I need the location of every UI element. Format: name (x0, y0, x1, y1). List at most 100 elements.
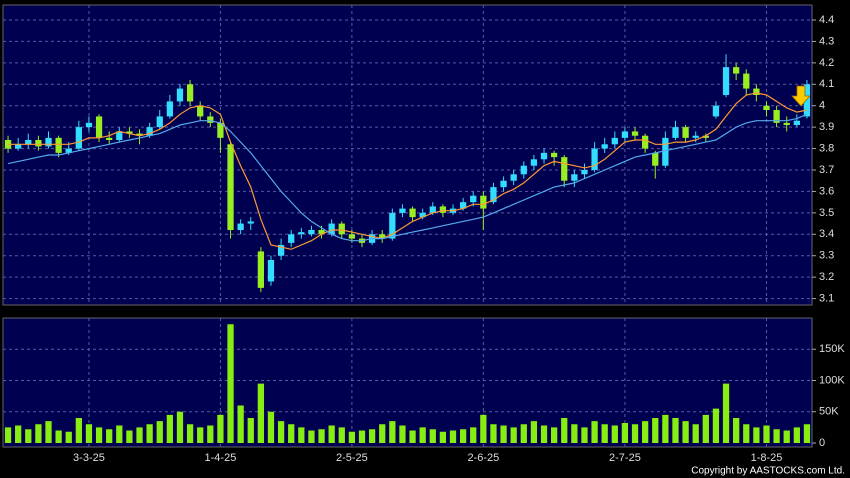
candle-body (35, 140, 42, 147)
candle-body (15, 144, 22, 149)
candle-body (85, 122, 93, 128)
candle-body (500, 180, 507, 188)
volume-bar (662, 414, 669, 443)
volume-bar (722, 383, 730, 443)
y-tick-label: 4.3 (819, 35, 834, 47)
ma-line (7, 113, 808, 242)
candle-body (470, 195, 477, 203)
candle-body (803, 84, 811, 117)
candle-body (95, 116, 103, 138)
volume-bar (581, 427, 588, 443)
ma-line (8, 92, 808, 250)
candle-body (267, 260, 275, 282)
volume-bar (763, 425, 770, 443)
volume-bar (368, 429, 376, 443)
volume-bar (409, 430, 416, 443)
volume-bar (25, 429, 32, 443)
x-tick-label: 1-4-25 (205, 452, 237, 464)
candle-body (581, 170, 588, 175)
candle-body (642, 135, 649, 149)
candle-body (156, 116, 163, 128)
volume-bar (692, 424, 699, 443)
y-tick-label: 0 (819, 437, 825, 449)
candle-body (712, 105, 720, 117)
volume-bar (621, 423, 629, 443)
volume-bar (45, 421, 52, 443)
candle-body (166, 101, 173, 117)
volume-bar (318, 429, 325, 443)
y-tick-label: 3.1 (819, 292, 834, 304)
candle-body (702, 135, 709, 138)
candle-body (45, 137, 52, 147)
volume-bar (227, 324, 234, 443)
candle-body (459, 202, 467, 209)
candle-body (773, 110, 780, 123)
candle-body (217, 122, 224, 138)
volume-bar (308, 430, 315, 443)
volume-bar (156, 421, 163, 443)
candle-body (439, 206, 447, 213)
candle-body (338, 223, 345, 235)
candle-body (550, 152, 558, 158)
candle-body (328, 223, 335, 235)
volume-bar (530, 421, 538, 443)
candle-body (601, 144, 608, 149)
y-tick-label: 100K (819, 374, 845, 386)
volume-bar (753, 427, 760, 443)
volume-bar (257, 383, 265, 443)
candle-body (348, 234, 356, 239)
volume-bar (480, 414, 487, 443)
volume-bar (4, 427, 12, 443)
volume-bar (439, 431, 447, 443)
y-tick-label: 150K (819, 343, 845, 355)
candle-body (379, 234, 386, 239)
candle-body (530, 159, 538, 166)
candle-body (409, 208, 416, 218)
candle-body (75, 127, 82, 149)
candle-body (793, 120, 800, 125)
candle-body (197, 105, 204, 117)
candle-body (65, 148, 72, 153)
price-panel (2, 4, 813, 306)
volume-bar (237, 405, 244, 443)
volume-bar (95, 427, 103, 443)
volume-bar (793, 427, 800, 443)
candle-body (510, 174, 517, 181)
copyright: Copyright by AASTOCKS.com Ltd. (691, 466, 845, 477)
volume-bar (379, 424, 386, 443)
y-tick-label: 3.2 (819, 271, 834, 283)
volume-bar (55, 430, 62, 443)
volume-bar (217, 414, 224, 443)
volume-bar (500, 425, 507, 443)
volume-bar (470, 427, 477, 443)
y-tick-label: 4.2 (819, 57, 834, 69)
candle-body (399, 208, 406, 213)
volume-bar (85, 424, 93, 443)
volume-bar (358, 430, 366, 443)
volume-bar (783, 430, 790, 443)
volume-bar (399, 425, 406, 443)
candle-body (247, 221, 254, 224)
volume-bar (571, 424, 578, 443)
volume-bar (166, 414, 173, 443)
candle-body (753, 88, 760, 95)
volume-bar (702, 414, 709, 443)
candle-body (631, 131, 639, 136)
volume-bar (540, 425, 548, 443)
candle-body (490, 187, 497, 203)
y-tick-label: 3.8 (819, 142, 834, 154)
candle-body (207, 116, 214, 123)
candle-body (227, 144, 234, 230)
candle-body (237, 223, 244, 230)
y-tick-label: 4 (819, 100, 825, 112)
candle-body (308, 230, 315, 235)
volume-bar (429, 429, 436, 443)
volume-bar (146, 424, 153, 443)
x-tick-label: 2-5-25 (336, 452, 368, 464)
volume-bar (803, 424, 811, 443)
volume-bar (136, 427, 143, 443)
volume-bar (712, 408, 720, 443)
x-tick-label: 3-3-25 (73, 452, 105, 464)
volume-bar (733, 418, 740, 443)
volume-bar (65, 431, 72, 443)
